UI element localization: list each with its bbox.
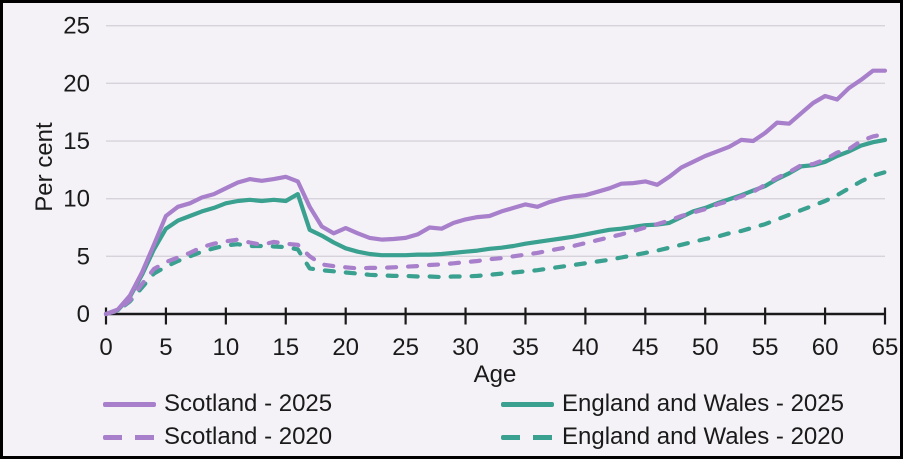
x-tick-label-65: 65	[872, 334, 899, 361]
x-tick-label-25: 25	[392, 334, 419, 361]
y-tick-label-10: 10	[63, 186, 90, 213]
line-chart: 0 5 10 15 20 25 0 5 10 15 20 25 30 35 40 45 50 55 60 65	[63, 13, 899, 361]
y-tick-label-5: 5	[77, 243, 90, 270]
y-tick-label-20: 20	[63, 70, 90, 97]
x-tick-label-40: 40	[572, 334, 599, 361]
x-tick-label-35: 35	[512, 334, 539, 361]
x-tick-label-20: 20	[332, 334, 359, 361]
series-line-scotland-2020	[103, 132, 888, 317]
legend-line-solid-purple-icon	[103, 401, 156, 407]
legend-label: Scotland - 2020	[164, 423, 333, 450]
legend-line-solid-teal-icon	[501, 401, 554, 407]
legend-line-dashed-purple-icon	[103, 434, 156, 440]
x-axis-title: Age	[473, 361, 517, 388]
x-tick-label-60: 60	[812, 334, 839, 361]
series-line-england-wales-2020	[103, 170, 888, 317]
x-tick-label-55: 55	[752, 334, 779, 361]
x-tick-label-5: 5	[159, 334, 172, 361]
x-tick-label-45: 45	[632, 334, 659, 361]
x-tick-label-0: 0	[99, 334, 112, 361]
y-axis-title: Per cent	[31, 122, 58, 212]
y-tick-label-25: 25	[63, 13, 90, 40]
x-tick-label-30: 30	[452, 334, 479, 361]
legend-label: England and Wales - 2025	[562, 390, 844, 417]
legend-item-england-wales-2025: England and Wales - 2025	[501, 390, 844, 418]
x-tick-label-15: 15	[272, 334, 299, 361]
legend-item-england-wales-2020: England and Wales - 2020	[501, 423, 844, 451]
y-tick-label-15: 15	[63, 128, 90, 155]
x-tick-label-10: 10	[212, 334, 239, 361]
x-tick-label-50: 50	[692, 334, 719, 361]
legend-label: Scotland - 2025	[164, 390, 333, 417]
legend-line-dashed-teal-icon	[501, 434, 554, 440]
y-tick-label-0: 0	[77, 301, 90, 328]
legend-item-scotland-2025: Scotland - 2025	[103, 390, 332, 418]
series-line-england-wales-2025	[103, 137, 888, 317]
legend-label: England and Wales - 2020	[562, 423, 844, 450]
series-line-scotland-2025	[103, 68, 888, 317]
legend-item-scotland-2020: Scotland - 2020	[103, 423, 332, 451]
